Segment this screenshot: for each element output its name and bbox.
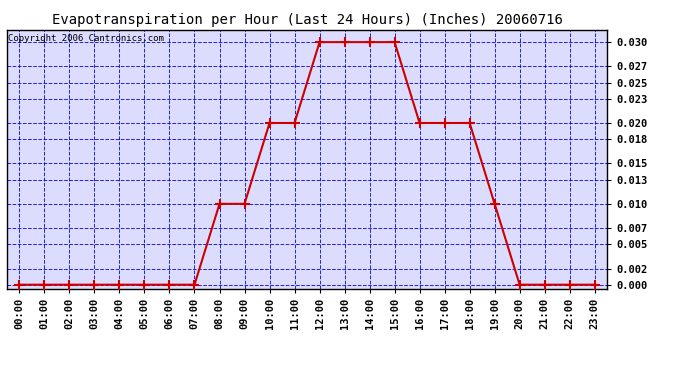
Title: Evapotranspiration per Hour (Last 24 Hours) (Inches) 20060716: Evapotranspiration per Hour (Last 24 Hou… xyxy=(52,13,562,27)
Text: Copyright 2006 Cantronics.com: Copyright 2006 Cantronics.com xyxy=(8,34,164,43)
